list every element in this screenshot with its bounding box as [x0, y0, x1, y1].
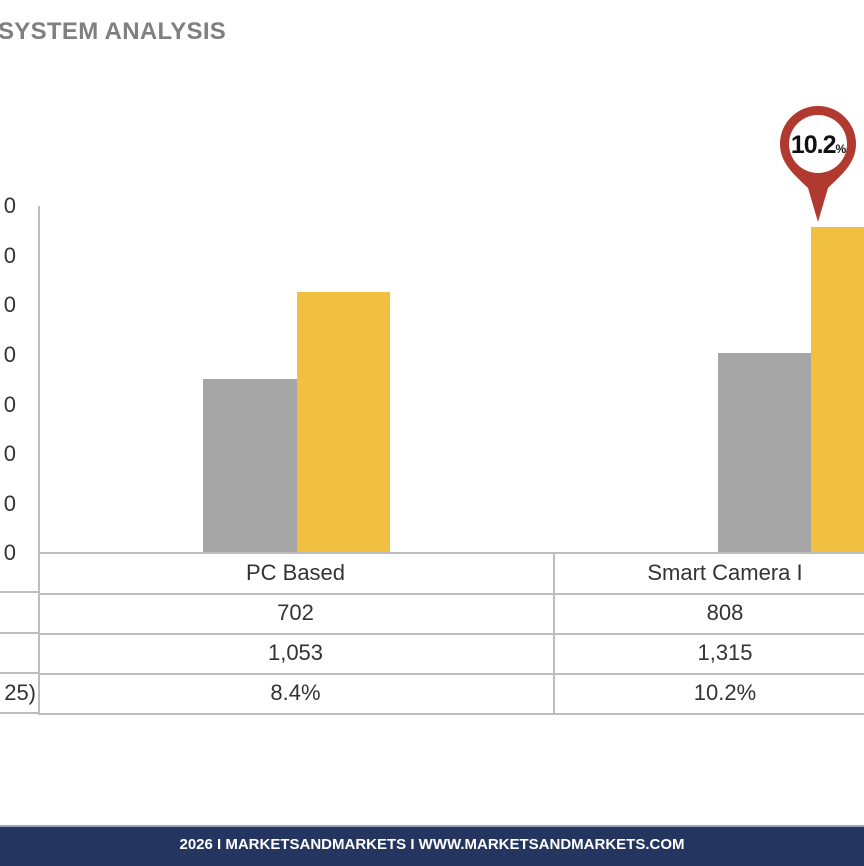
table-header-smart-camera: Smart Camera I: [647, 560, 803, 585]
row-divider: [0, 672, 38, 674]
y-tick: 0: [3, 491, 16, 516]
table-header-row: PC Based Smart Camera I: [38, 553, 864, 595]
y-axis-line: [38, 206, 40, 714]
y-tick: 0: [3, 342, 16, 367]
y-tick: 0: [3, 540, 16, 565]
table-cell: 702: [277, 600, 314, 625]
y-tick: 0: [3, 292, 16, 317]
bar-pc-based-series1: [203, 379, 297, 553]
row-divider: [0, 591, 38, 593]
bar-smart-camera-series2: [811, 227, 864, 553]
table-cell: 8.4%: [270, 680, 321, 705]
page-title: SYSTEM ANALYSIS: [0, 18, 227, 45]
y-tick: 0: [3, 441, 16, 466]
table-row: 702 808: [38, 593, 864, 635]
row-label-cagr: 25): [4, 680, 36, 705]
table-row: 1,053 1,315: [38, 633, 864, 675]
y-tick: 0: [3, 193, 16, 218]
table-row: 25) 8.4% 10.2%: [4, 673, 864, 715]
table-header-pc-based: PC Based: [245, 560, 346, 585]
footer-text: 2026 I MARKETSANDMARKETS I WWW.MARKETSAN…: [179, 836, 685, 853]
map-pin-annotation-icon: [780, 106, 856, 222]
column-divider: [553, 553, 555, 714]
y-tick: 0: [3, 243, 16, 268]
bar-pc-based-series2: [297, 292, 390, 553]
table-cell: 10.2%: [693, 680, 757, 705]
x-axis-line: [38, 552, 864, 554]
table-cell: 808: [706, 600, 744, 625]
y-tick: 0: [3, 392, 16, 417]
table-cell: 1,053: [267, 640, 324, 665]
row-divider: [0, 712, 38, 714]
row-divider: [0, 632, 38, 634]
table-cell: 1,315: [697, 640, 753, 665]
pin-label: 10.2%: [790, 131, 846, 159]
footer-bar: 2026 I MARKETSANDMARKETS I WWW.MARKETSAN…: [0, 825, 864, 866]
bar-smart-camera-series1: [718, 353, 811, 553]
